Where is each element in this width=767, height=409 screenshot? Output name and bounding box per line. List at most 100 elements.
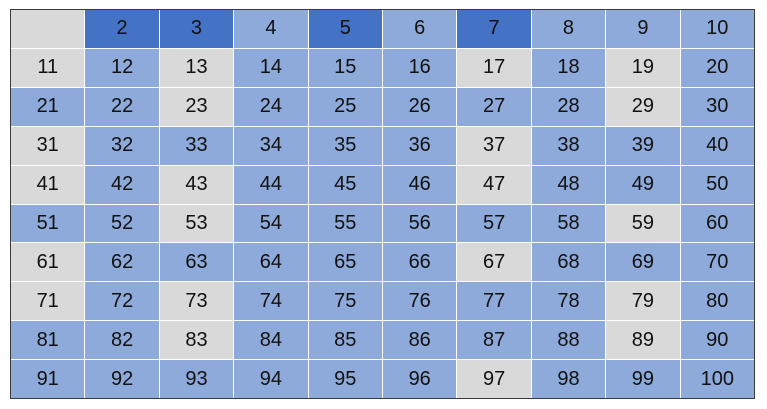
grid-cell-composite[interactable]: 69 [606, 243, 680, 282]
grid-cell-composite[interactable]: 30 [680, 87, 754, 126]
grid-cell-composite[interactable]: 77 [457, 282, 531, 321]
grid-cell-composite[interactable]: 81 [11, 321, 85, 360]
grid-cell-unmarked[interactable]: 61 [11, 243, 85, 282]
grid-cell-composite[interactable]: 55 [308, 204, 382, 243]
grid-cell-composite[interactable]: 4 [234, 10, 308, 48]
grid-cell-composite[interactable]: 27 [457, 87, 531, 126]
grid-cell-composite[interactable]: 25 [308, 87, 382, 126]
grid-cell-composite[interactable]: 84 [234, 321, 308, 360]
grid-cell-composite[interactable]: 14 [234, 48, 308, 87]
grid-cell-composite[interactable]: 28 [531, 87, 606, 126]
grid-cell-unmarked[interactable]: 83 [159, 321, 234, 360]
grid-cell-composite[interactable]: 42 [85, 165, 159, 204]
grid-cell-composite[interactable]: 75 [308, 282, 382, 321]
grid-cell-composite[interactable]: 44 [234, 165, 308, 204]
grid-cell-composite[interactable]: 20 [680, 48, 754, 87]
grid-cell-composite[interactable]: 18 [531, 48, 606, 87]
grid-cell-composite[interactable]: 51 [11, 204, 85, 243]
grid-cell-composite[interactable]: 50 [680, 165, 754, 204]
grid-cell-composite[interactable]: 46 [383, 165, 457, 204]
grid-cell-unmarked[interactable]: 19 [606, 48, 680, 87]
grid-cell-composite[interactable]: 8 [531, 10, 606, 48]
grid-cell-unmarked[interactable]: 73 [159, 282, 234, 321]
grid-cell-composite[interactable]: 90 [680, 321, 754, 360]
grid-cell-composite[interactable]: 92 [85, 360, 159, 398]
grid-cell-unmarked[interactable]: 47 [457, 165, 531, 204]
grid-cell-composite[interactable]: 22 [85, 87, 159, 126]
grid-cell-unmarked[interactable]: 43 [159, 165, 234, 204]
grid-cell-composite[interactable]: 57 [457, 204, 531, 243]
grid-cell-unmarked[interactable]: 23 [159, 87, 234, 126]
grid-cell-composite[interactable]: 72 [85, 282, 159, 321]
grid-cell-composite[interactable]: 99 [606, 360, 680, 398]
grid-cell-prime[interactable]: 7 [457, 10, 531, 48]
grid-cell-composite[interactable]: 80 [680, 282, 754, 321]
grid-cell-composite[interactable]: 39 [606, 126, 680, 165]
grid-cell-unmarked[interactable]: 17 [457, 48, 531, 87]
grid-cell-composite[interactable]: 68 [531, 243, 606, 282]
grid-cell-unmarked[interactable]: 89 [606, 321, 680, 360]
grid-cell-composite[interactable]: 58 [531, 204, 606, 243]
grid-cell-composite[interactable]: 15 [308, 48, 382, 87]
grid-cell-unmarked[interactable]: 31 [11, 126, 85, 165]
grid-cell-composite[interactable]: 88 [531, 321, 606, 360]
grid-cell-unmarked[interactable]: 41 [11, 165, 85, 204]
grid-cell-composite[interactable]: 60 [680, 204, 754, 243]
grid-cell-unmarked[interactable]: 59 [606, 204, 680, 243]
grid-cell-composite[interactable]: 98 [531, 360, 606, 398]
grid-cell-composite[interactable]: 26 [383, 87, 457, 126]
grid-cell-composite[interactable]: 76 [383, 282, 457, 321]
grid-cell-composite[interactable]: 21 [11, 87, 85, 126]
grid-cell-composite[interactable]: 12 [85, 48, 159, 87]
grid-cell-unmarked[interactable]: 97 [457, 360, 531, 398]
grid-cell-unmarked[interactable]: 53 [159, 204, 234, 243]
grid-cell-unmarked[interactable]: 37 [457, 126, 531, 165]
grid-cell-unmarked[interactable]: 11 [11, 48, 85, 87]
grid-cell-composite[interactable]: 63 [159, 243, 234, 282]
grid-cell-composite[interactable]: 10 [680, 10, 754, 48]
grid-cell-composite[interactable]: 38 [531, 126, 606, 165]
grid-cell-composite[interactable]: 95 [308, 360, 382, 398]
grid-cell-composite[interactable]: 94 [234, 360, 308, 398]
grid-cell-composite[interactable]: 35 [308, 126, 382, 165]
grid-cell-composite[interactable]: 16 [383, 48, 457, 87]
grid-cell-composite[interactable]: 85 [308, 321, 382, 360]
grid-cell-composite[interactable]: 65 [308, 243, 382, 282]
grid-cell-composite[interactable]: 96 [383, 360, 457, 398]
grid-cell-composite[interactable]: 87 [457, 321, 531, 360]
grid-cell-composite[interactable]: 9 [606, 10, 680, 48]
grid-cell-composite[interactable]: 74 [234, 282, 308, 321]
grid-cell-composite[interactable]: 78 [531, 282, 606, 321]
grid-cell-composite[interactable]: 52 [85, 204, 159, 243]
grid-cell-composite[interactable]: 82 [85, 321, 159, 360]
grid-cell-unmarked[interactable]: 29 [606, 87, 680, 126]
grid-cell-composite[interactable]: 56 [383, 204, 457, 243]
grid-cell-composite[interactable]: 91 [11, 360, 85, 398]
grid-cell-unmarked[interactable]: 71 [11, 282, 85, 321]
grid-cell-composite[interactable]: 54 [234, 204, 308, 243]
grid-cell-composite[interactable]: 100 [680, 360, 754, 398]
grid-cell-composite[interactable]: 24 [234, 87, 308, 126]
grid-cell-composite[interactable]: 32 [85, 126, 159, 165]
grid-cell-composite[interactable]: 34 [234, 126, 308, 165]
grid-cell-composite[interactable]: 64 [234, 243, 308, 282]
grid-cell-composite[interactable]: 62 [85, 243, 159, 282]
grid-cell-unmarked[interactable] [11, 10, 85, 48]
grid-cell-composite[interactable]: 33 [159, 126, 234, 165]
grid-cell-prime[interactable]: 5 [308, 10, 382, 48]
grid-cell-composite[interactable]: 36 [383, 126, 457, 165]
grid-cell-prime[interactable]: 2 [85, 10, 159, 48]
grid-cell-unmarked[interactable]: 67 [457, 243, 531, 282]
grid-cell-composite[interactable]: 86 [383, 321, 457, 360]
grid-cell-composite[interactable]: 49 [606, 165, 680, 204]
grid-cell-composite[interactable]: 48 [531, 165, 606, 204]
grid-cell-prime[interactable]: 3 [159, 10, 234, 48]
grid-cell-composite[interactable]: 45 [308, 165, 382, 204]
grid-cell-unmarked[interactable]: 13 [159, 48, 234, 87]
grid-cell-composite[interactable]: 40 [680, 126, 754, 165]
grid-cell-composite[interactable]: 6 [383, 10, 457, 48]
grid-cell-composite[interactable]: 70 [680, 243, 754, 282]
grid-cell-unmarked[interactable]: 79 [606, 282, 680, 321]
grid-cell-composite[interactable]: 66 [383, 243, 457, 282]
grid-cell-composite[interactable]: 93 [159, 360, 234, 398]
